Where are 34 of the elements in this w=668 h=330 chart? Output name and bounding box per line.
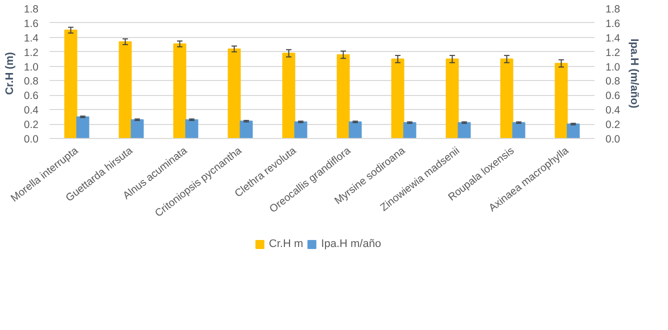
- y2-tick-label: 0.8: [606, 76, 620, 88]
- y-tick-label: 1.0: [24, 61, 39, 74]
- y-tick-label: 1.4: [24, 32, 39, 44]
- y2-tick-label: 1.2: [606, 46, 620, 59]
- bar: [228, 48, 241, 138]
- y-tick-label: 0.2: [24, 119, 39, 132]
- bar: [336, 54, 350, 138]
- y-tick-label: 0.8: [24, 76, 39, 88]
- bar: [554, 62, 568, 138]
- y2-tick-label: 0.0: [606, 134, 620, 146]
- bar: [282, 52, 296, 138]
- y2-tick-label: 1.4: [606, 32, 620, 44]
- y-tick-label: 0.4: [24, 104, 39, 117]
- y2-tick-label: 1.6: [606, 18, 620, 30]
- y-tick-label: 1.2: [24, 46, 39, 59]
- y2-axis-title: Ipa.H (m/año): [628, 38, 640, 109]
- y-tick-label: 0.0: [24, 134, 39, 146]
- bar: [173, 43, 186, 138]
- legend-label: Ipa.H m/año: [321, 238, 382, 250]
- y2-tick-label: 0.4: [606, 104, 620, 117]
- bar: [500, 58, 514, 138]
- y-axis-title: Cr.H (m): [4, 52, 16, 95]
- bar: [446, 58, 459, 138]
- bar: [391, 58, 404, 138]
- bar: [64, 30, 78, 138]
- y-tick-label: 1.8: [24, 4, 39, 16]
- y-tick-label: 0.6: [24, 90, 39, 102]
- y2-tick-label: 1.8: [606, 4, 620, 16]
- y2-tick-label: 0.6: [606, 90, 620, 102]
- y2-tick-label: 1.0: [606, 61, 620, 74]
- bar: [118, 41, 132, 138]
- y2-tick-label: 0.2: [606, 119, 620, 132]
- y-tick-label: 1.6: [24, 18, 39, 30]
- legend-label: Cr.H m: [268, 238, 304, 250]
